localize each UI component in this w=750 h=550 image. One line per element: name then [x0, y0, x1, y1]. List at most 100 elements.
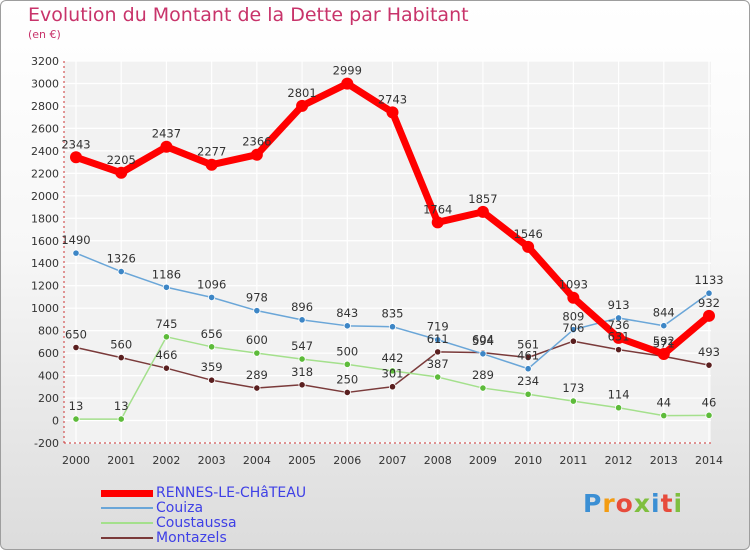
y-tick-label: 2000	[31, 190, 59, 203]
data-label: 913	[608, 298, 630, 312]
data-point	[341, 77, 354, 90]
data-point	[479, 384, 487, 392]
data-label: 1096	[197, 277, 226, 291]
data-point	[705, 361, 713, 369]
data-point	[208, 376, 216, 384]
x-tick-label: 2007	[379, 454, 407, 467]
data-label: 114	[608, 388, 630, 402]
legend-item: Couiza	[101, 500, 421, 516]
y-tick-label: 1400	[31, 257, 59, 270]
x-tick-label: 2004	[243, 454, 271, 467]
y-tick-label: 1600	[31, 235, 59, 248]
data-point	[386, 106, 399, 119]
data-point	[117, 415, 125, 423]
data-point	[705, 289, 713, 297]
data-label: 13	[69, 399, 84, 413]
y-tick-label: 0	[52, 415, 59, 428]
data-label: 318	[291, 365, 313, 379]
data-point	[614, 404, 623, 412]
y-tick-label: 3000	[31, 77, 59, 90]
data-point	[476, 205, 489, 218]
data-point	[522, 240, 535, 253]
data-label: 560	[110, 338, 132, 352]
data-point	[657, 348, 670, 361]
x-tick-label: 2002	[152, 454, 180, 467]
x-tick-label: 2001	[107, 454, 135, 467]
data-label: 2205	[107, 153, 136, 167]
data-label: 466	[155, 348, 177, 362]
data-label: 745	[155, 317, 177, 331]
data-label: 835	[382, 307, 404, 321]
data-label: 2277	[197, 145, 226, 159]
x-tick-label: 2003	[198, 454, 226, 467]
data-label: 301	[382, 367, 404, 381]
data-label: 461	[517, 349, 539, 363]
legend-swatch	[101, 507, 153, 509]
x-tick-label: 2014	[695, 454, 723, 467]
data-label: 2801	[287, 86, 316, 100]
y-tick-label: 2600	[31, 122, 59, 135]
y-tick-label: 1800	[31, 212, 59, 225]
data-point	[612, 331, 625, 344]
y-tick-label: 3200	[31, 55, 59, 68]
data-point	[705, 411, 713, 419]
data-point	[388, 383, 397, 391]
data-point	[253, 307, 261, 315]
data-label: 896	[291, 300, 313, 314]
data-label: 611	[427, 332, 449, 346]
data-label: 1326	[107, 252, 136, 266]
data-point	[343, 360, 351, 368]
data-label: 1093	[559, 278, 588, 292]
y-tick-label: 2800	[31, 100, 59, 113]
data-point	[208, 343, 216, 351]
data-point	[72, 415, 80, 423]
data-point	[117, 267, 125, 276]
chart-subtitle: (en €)	[28, 28, 61, 41]
data-point	[208, 293, 216, 301]
legend-label: Couiza	[156, 500, 204, 516]
data-label: 843	[336, 306, 358, 320]
data-label: 13	[114, 399, 129, 413]
data-label: 493	[698, 345, 720, 359]
y-tick-label: -200	[34, 437, 59, 450]
y-tick-label: 1200	[31, 280, 59, 293]
legend-label: Montazels	[156, 530, 227, 546]
data-label: 289	[472, 368, 494, 382]
data-point	[660, 411, 668, 420]
data-label: 594	[472, 334, 494, 348]
data-label: 932	[698, 296, 720, 310]
proxiti-logo: Proxiti	[583, 489, 684, 518]
data-point	[253, 349, 261, 357]
data-point	[388, 323, 397, 331]
data-label: 289	[246, 368, 268, 382]
data-point	[298, 381, 306, 389]
data-label: 442	[382, 351, 404, 365]
data-point	[162, 333, 171, 341]
data-point	[205, 158, 218, 171]
y-tick-label: 2400	[31, 145, 59, 158]
data-label: 2437	[152, 127, 181, 141]
legend-item: RENNES-LE-CHâTEAU	[101, 485, 421, 501]
legend-label: RENNES-LE-CHâTEAU	[156, 485, 307, 501]
data-point	[431, 216, 444, 229]
data-label: 500	[336, 344, 358, 358]
data-label: 600	[246, 333, 268, 347]
y-tick-label: 200	[38, 392, 59, 405]
data-label: 2366	[242, 135, 271, 149]
data-label: 1186	[152, 267, 181, 281]
data-label: 46	[702, 395, 717, 409]
legend-item: Coustaussa	[101, 515, 421, 531]
data-point	[569, 397, 577, 405]
data-point	[296, 99, 309, 112]
legend-label: Coustaussa	[156, 515, 237, 531]
data-label: 706	[562, 321, 584, 335]
data-label: 809	[562, 310, 584, 324]
x-tick-label: 2006	[333, 454, 361, 467]
data-point	[567, 291, 580, 304]
x-tick-label: 2013	[650, 454, 678, 467]
y-tick-label: 800	[38, 325, 59, 338]
data-label: 234	[517, 374, 539, 388]
data-point	[524, 353, 532, 362]
data-label: 719	[427, 320, 449, 334]
data-label: 547	[291, 339, 313, 353]
